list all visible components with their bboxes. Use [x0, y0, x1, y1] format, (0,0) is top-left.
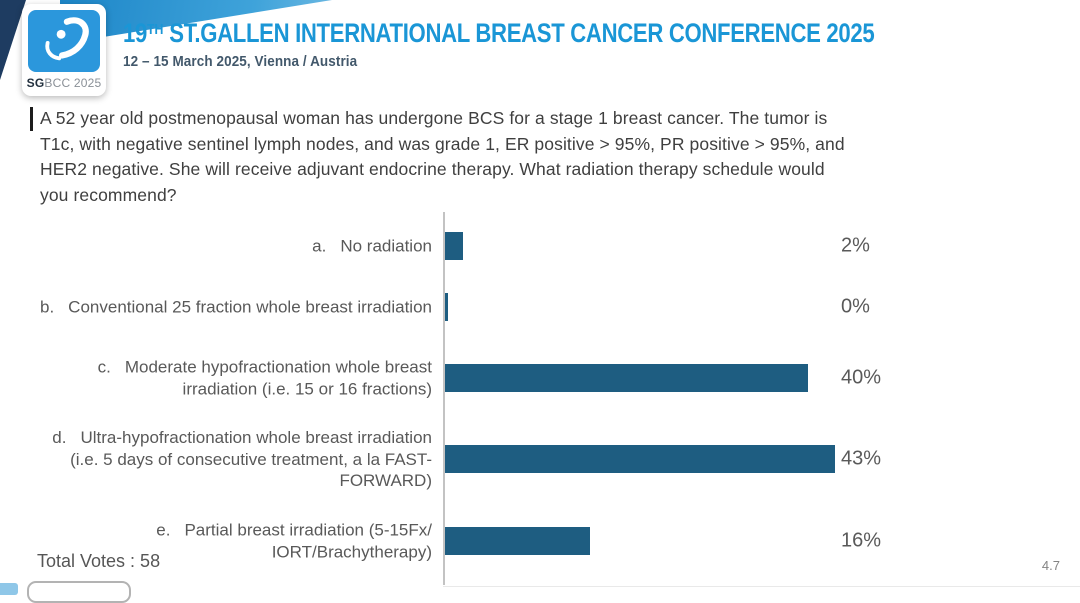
percent-label: 0%: [841, 295, 870, 318]
sgbcc-logo-caption: SGBCC 2025: [27, 76, 102, 90]
option-text: No radiation: [340, 236, 432, 256]
answer-option-label: c. Moderate hypofractionation whole breas…: [20, 357, 432, 400]
text-cursor: [30, 107, 33, 131]
total-votes: Total Votes : 58: [37, 551, 161, 571]
result-bar: [445, 232, 464, 260]
logo-sg: SG: [26, 76, 45, 90]
option-letter: a.: [312, 236, 327, 256]
logo-rest: BCC 2025: [44, 76, 102, 90]
option-letter: c.: [97, 357, 111, 377]
question-line: HER2 negative. She will receive adjuvant…: [40, 159, 825, 179]
chart-row: e. Partial breast irradiation (5-15Fx/ IO…: [0, 521, 1080, 562]
chart-row: d. Ultra-hypofractionation whole breast i…: [0, 428, 1080, 490]
title-superscript: TH: [146, 21, 164, 38]
title-number: 19: [123, 18, 147, 48]
percent-label: 43%: [841, 447, 882, 470]
percent-label: 2%: [841, 234, 870, 257]
sgbcc-logo-icon: [28, 10, 100, 72]
chart-axis-line: [443, 212, 445, 585]
question-line: you recommend?: [40, 184, 177, 205]
poll-overlay-button[interactable]: [27, 581, 131, 603]
result-bar: [445, 364, 808, 392]
sgbcc-logo: SGBCC 2025: [22, 4, 106, 96]
chart-baseline: [443, 586, 1080, 587]
poll-question: A 52 year old postmenopausal woman has u…: [40, 106, 980, 208]
percent-label: 40%: [841, 366, 882, 389]
option-letter: d.: [52, 427, 67, 447]
percent-label: 16%: [841, 529, 882, 552]
option-letter: b.: [39, 297, 55, 317]
result-bar: [445, 293, 448, 321]
option-text: Moderate hypofractionation whole breast …: [124, 357, 432, 399]
conference-title: 19TH ST.GALLEN INTERNATIONAL BREAST CANC…: [123, 18, 875, 49]
answer-option-label: e. Partial breast irradiation (5-15Fx/ IO…: [20, 520, 432, 563]
title-text: ST.GALLEN INTERNATIONAL BREAST CANCER CO…: [163, 18, 875, 48]
result-bar: [445, 445, 835, 473]
header-title-block: 19TH ST.GALLEN INTERNATIONAL BREAST CANC…: [123, 18, 1039, 70]
option-text: Conventional 25 fraction whole breast ir…: [68, 297, 432, 317]
question-line: T1c, with negative sentinel lymph nodes,…: [40, 133, 845, 154]
chart-row: c. Moderate hypofractionation whole breas…: [0, 358, 1080, 399]
answer-option-label: a. No radiation: [20, 235, 432, 257]
option-text: Partial breast irradiation (5-15Fx/ IORT…: [184, 520, 432, 562]
option-text: Ultra-hypofractionation whole breast irr…: [70, 427, 432, 490]
page-number: 4.7: [1041, 558, 1060, 573]
breast-drop-icon: [45, 17, 89, 61]
option-letter: e.: [156, 520, 171, 540]
result-bar: [445, 527, 591, 555]
question-line: A 52 year old postmenopausal woman has u…: [40, 108, 828, 128]
conference-subtitle: 12 – 15 March 2025, Vienna / Austria: [123, 54, 358, 70]
chart-row: b. Conventional 25 fraction whole breast …: [0, 293, 1080, 321]
answer-option-label: d. Ultra-hypofractionation whole breast i…: [20, 427, 432, 492]
chart-row: a. No radiation 2%: [0, 232, 1080, 260]
answer-option-label: b. Conventional 25 fraction whole breast …: [20, 296, 432, 318]
corner-chip: [0, 583, 18, 595]
